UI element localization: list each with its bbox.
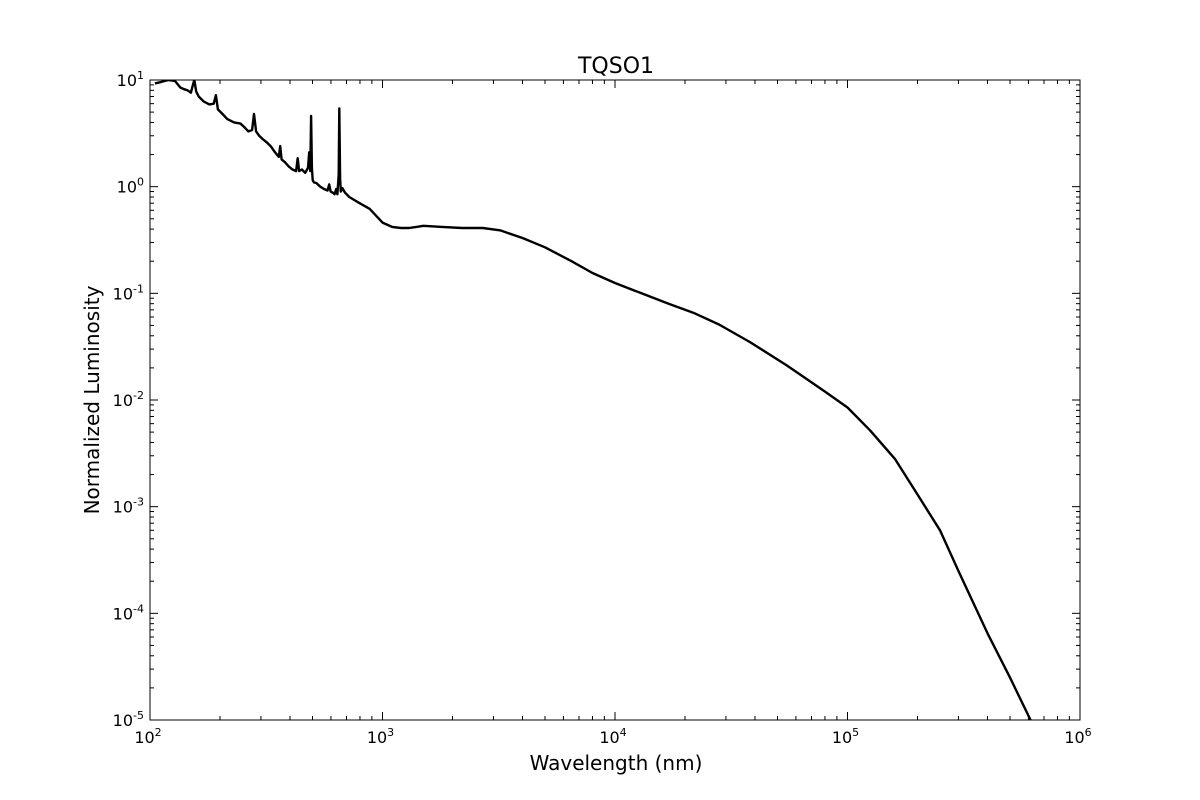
y-tick-label: 10-4: [113, 602, 144, 623]
y-tick-label: 10-5: [113, 709, 144, 730]
x-axis-label: Wavelength (nm): [530, 751, 703, 775]
x-tick-label: 102: [134, 726, 161, 747]
x-tick-label: 105: [832, 726, 859, 747]
chart-title: TQSO1: [577, 54, 654, 79]
x-tick-label: 106: [1064, 726, 1091, 747]
y-tick-label: 101: [117, 69, 144, 90]
x-tick-label: 103: [367, 726, 394, 747]
y-tick-label: 10-2: [113, 389, 144, 410]
minor-ticks: [150, 80, 1080, 720]
y-tick-label: 10-1: [113, 282, 144, 303]
plot-frame: [149, 79, 1081, 721]
y-axis-label: Normalized Luminosity: [80, 285, 104, 514]
series-line: [154, 80, 1032, 720]
y-tick-label: 10-3: [113, 496, 144, 517]
tick-labels: 102 103 104 105 106 101 100 10-1 10-2 10-3 10-4 10-…: [113, 69, 1092, 747]
x-tick-label: 104: [599, 726, 626, 747]
y-tick-label: 100: [117, 176, 144, 197]
